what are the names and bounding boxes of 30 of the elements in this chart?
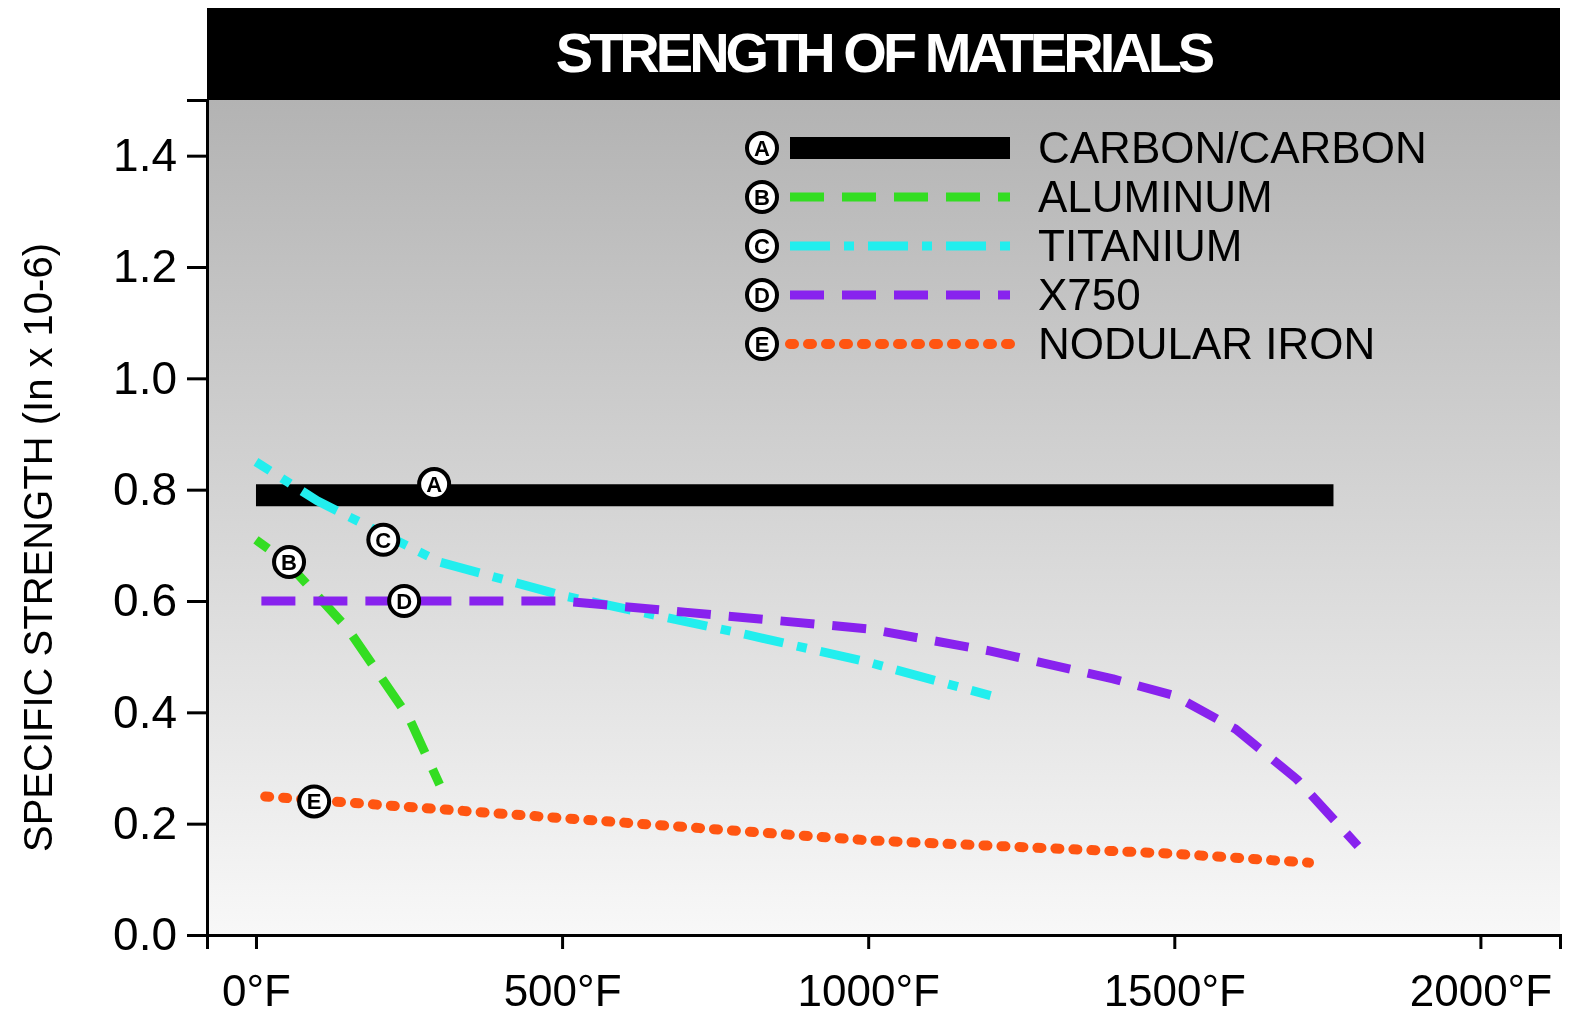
y-tick-label: 1.2 [113,240,177,293]
legend-label: NODULAR IRON [1038,319,1376,369]
x-tick-label: 2000°F [1409,966,1553,1013]
legend-label: X750 [1038,270,1141,320]
annotation: E [306,789,322,815]
annotation: A [426,472,443,498]
x-tick-label: 0°F [222,966,291,1013]
text: E [754,332,770,357]
x-tick-label: 1000°F [797,966,940,1013]
chart-title: STRENGTH OF MATERIALS [555,21,1214,84]
legend-label: TITANIUM [1038,221,1243,271]
text: C [754,234,770,259]
legend-label: ALUMINUM [1038,172,1273,222]
y-tick-label: 0.4 [113,685,177,738]
y-tick-label: 0.0 [113,908,177,961]
y-tick-label: 0.6 [113,574,177,627]
text: D [754,283,770,308]
legend-label: CARBON/CARBON [1038,123,1427,173]
y-axis-title: SPECIFIC STRENGTH (In x 10-6) [16,243,60,852]
x-tick-label: 1500°F [1103,966,1246,1013]
text: B [754,185,770,210]
y-tick-label: 0.8 [113,462,177,515]
annotation: D [396,589,413,614]
x-tick-label: 500°F [503,966,622,1013]
annotation: B [281,550,297,576]
annotation: C [375,527,392,553]
y-tick-label: 1.0 [113,351,177,404]
y-tick-label: 0.2 [113,796,177,849]
y-tick-label: 1.4 [113,128,177,181]
text: A [754,136,770,161]
